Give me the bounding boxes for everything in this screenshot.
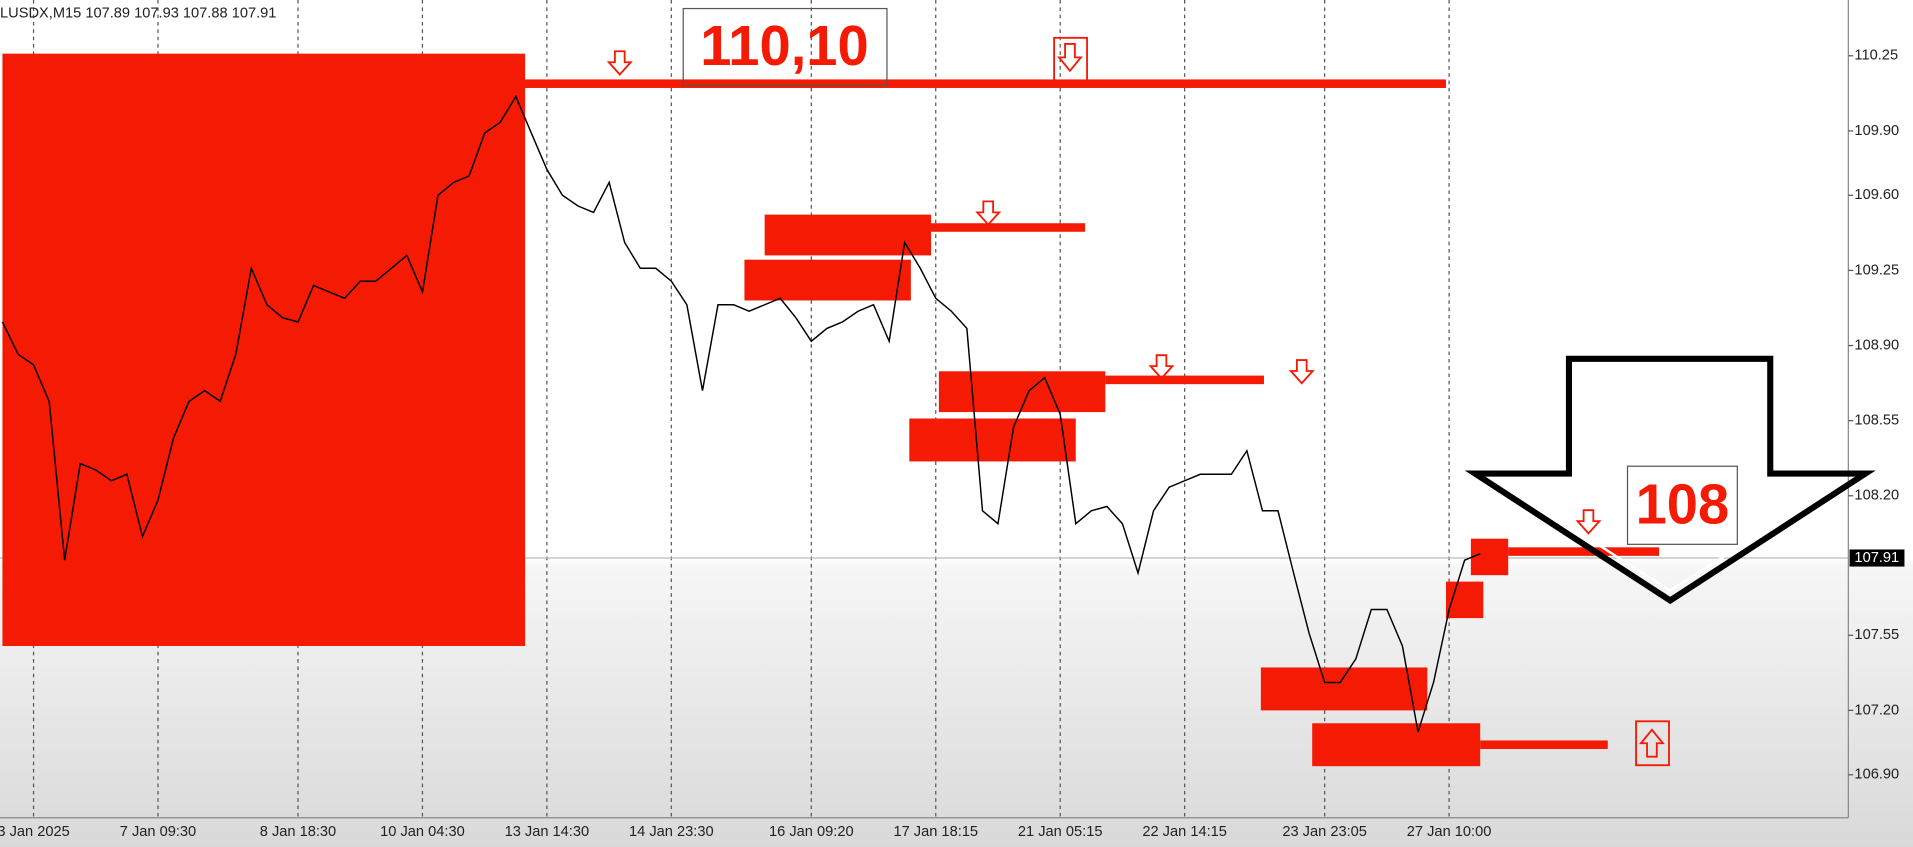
annotation: 110,10 (700, 14, 869, 77)
annotation-box (682, 7, 888, 87)
price-zone (2, 53, 526, 647)
price-level (1105, 375, 1264, 385)
price-level (1480, 740, 1608, 750)
down-arrow (1288, 359, 1315, 385)
down-arrow (606, 50, 633, 76)
y-tick-label: 107.20 (1854, 702, 1899, 718)
last-price-label: 107.91 (1854, 550, 1899, 566)
x-tick-label: 8 Jan 18:30 (260, 824, 336, 840)
zone-layer (2, 53, 1660, 767)
price-level (1508, 547, 1660, 556)
x-tick-label: 3 Jan 2025 (0, 824, 70, 840)
price-line (1, 94, 1481, 733)
price-zone (1470, 538, 1509, 576)
down-arrow (1575, 509, 1602, 535)
price-level (868, 223, 1086, 232)
price-zone (909, 418, 1076, 462)
y-tick-label: 109.60 (1854, 187, 1899, 203)
x-tick-label: 22 Jan 14:15 (1142, 824, 1227, 840)
price-level (481, 79, 1446, 88)
down-arrow (1148, 354, 1175, 380)
up-arrow (1639, 728, 1665, 758)
x-tick-label: 10 Jan 04:30 (380, 824, 465, 840)
arrow-box (1635, 720, 1670, 767)
y-tick-label: 106.90 (1854, 767, 1899, 783)
price-zone (1312, 723, 1481, 767)
x-tick-label: 14 Jan 23:30 (629, 824, 714, 840)
chart-title: LUSDX,M15 107.89 107.93 107.88 107.91 (0, 5, 276, 21)
down-arrow (975, 200, 1002, 226)
last-price-box (1849, 549, 1905, 567)
x-tick-label: 17 Jan 18:15 (893, 824, 978, 840)
price-zone (764, 214, 932, 256)
annotation-box (1626, 465, 1738, 545)
arrow-box (1053, 36, 1088, 82)
price-zone (744, 259, 911, 301)
x-tick-label: 16 Jan 09:20 (769, 824, 854, 840)
x-tick-label: 21 Jan 05:15 (1018, 824, 1103, 840)
x-tick-label: 7 Jan 09:30 (120, 824, 196, 840)
y-tick-label: 107.55 (1854, 627, 1899, 643)
line-layer (1, 94, 1481, 733)
x-tick-label: 27 Jan 10:00 (1407, 824, 1492, 840)
y-tick-label: 110.25 (1854, 48, 1898, 64)
y-tick-label: 109.90 (1854, 123, 1899, 139)
y-tick-label: 109.25 (1854, 262, 1899, 278)
y-tick-label: 108.55 (1854, 413, 1899, 429)
big-down-arrow (1464, 355, 1876, 605)
x-tick-label: 13 Jan 14:30 (505, 824, 590, 840)
x-tick-label: 23 Jan 23:05 (1282, 824, 1367, 840)
annotation: 108 (1636, 473, 1730, 536)
arrow-icons (606, 36, 1670, 767)
y-tick-label: 108.90 (1854, 337, 1899, 353)
price-zone (1260, 667, 1428, 711)
y-tick-label: 108.20 (1854, 488, 1899, 504)
down-arrow (1057, 43, 1083, 73)
